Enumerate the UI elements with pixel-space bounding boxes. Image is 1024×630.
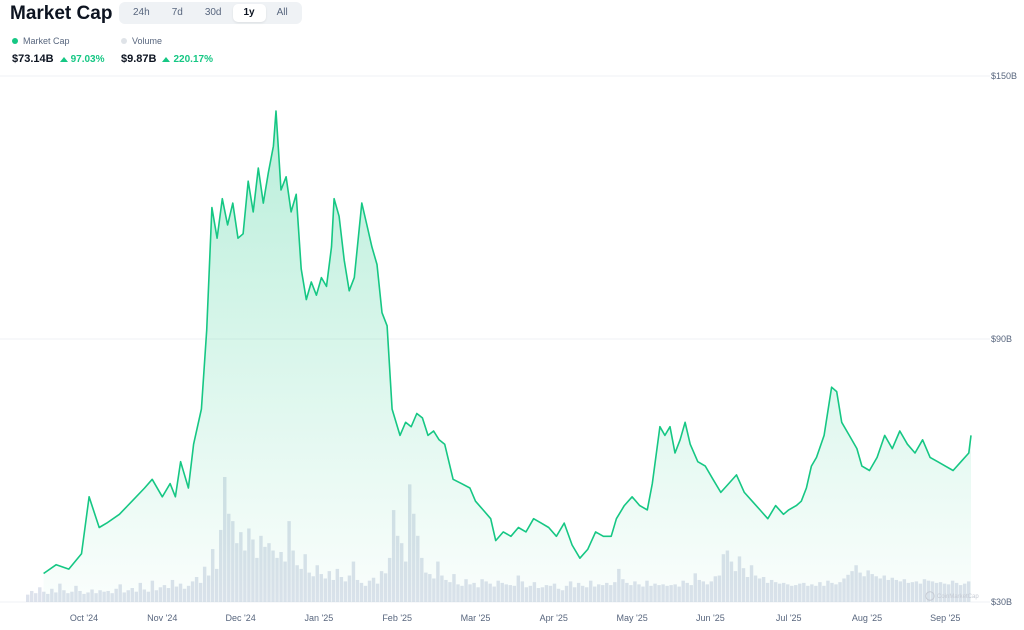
x-tick-label: Jan '25 <box>305 613 334 623</box>
y-tick-label: $150B <box>991 71 1017 81</box>
market-cap-line <box>43 110 972 575</box>
x-tick-label: Mar '25 <box>461 613 491 623</box>
legend-market-cap[interactable]: Market Cap $73.14B 97.03% <box>12 36 105 65</box>
x-tick-label: Apr '25 <box>540 613 568 623</box>
coinmarketcap-logo-icon <box>925 591 935 601</box>
market-cap-value: $73.14B <box>12 53 54 65</box>
x-tick-label: Jun '25 <box>696 613 725 623</box>
x-tick-label: Feb '25 <box>382 613 412 623</box>
volume-change: 220.17% <box>162 53 213 65</box>
watermark-text: CoinMarketCap <box>937 594 979 600</box>
volume-value: $9.87B <box>121 53 157 65</box>
x-tick-label: Sep '25 <box>930 613 960 623</box>
y-tick-label: $30B <box>991 597 1012 607</box>
volume-bar <box>38 587 42 602</box>
range-tabs: 24h 7d 30d 1y All <box>119 2 302 24</box>
tab-7d[interactable]: 7d <box>171 7 183 18</box>
x-tick-label: Jul '25 <box>776 613 802 623</box>
volume-bar <box>34 593 38 602</box>
tab-30d[interactable]: 30d <box>204 7 222 18</box>
y-tick-label: $90B <box>991 334 1012 344</box>
legend-market-cap-label: Market Cap <box>23 36 70 46</box>
x-tick-label: May '25 <box>616 613 647 623</box>
volume-dot-icon <box>121 38 127 44</box>
watermark: CoinMarketCap <box>925 591 979 601</box>
up-arrow-icon <box>59 56 68 62</box>
tab-all[interactable]: All <box>276 7 288 18</box>
tab-1y[interactable]: 1y <box>232 4 266 22</box>
market-cap-change: 97.03% <box>59 53 105 65</box>
volume-change-value: 220.17% <box>173 53 213 65</box>
market-cap-area <box>43 111 972 602</box>
x-tick-label: Oct '24 <box>70 613 98 623</box>
tab-24h[interactable]: 24h <box>133 7 150 18</box>
x-tick-label: Nov '24 <box>147 613 177 623</box>
market-cap-dot-icon <box>12 38 18 44</box>
up-arrow-icon <box>162 56 171 62</box>
volume-bar <box>30 590 34 602</box>
y-axis-ticks: $150B $90B $30B <box>991 71 1017 607</box>
x-axis-ticks: Oct '24 Nov '24 Dec '24 Jan '25 Feb '25 Mar '… <box>70 613 961 623</box>
market-cap-change-value: 97.03% <box>70 53 105 65</box>
volume-bar <box>26 594 30 602</box>
x-tick-label: Aug '25 <box>852 613 882 623</box>
page-title: Market Cap <box>10 3 113 24</box>
x-tick-label: Dec '24 <box>225 613 255 623</box>
legend-volume[interactable]: Volume $9.87B 220.17% <box>121 36 213 65</box>
legend-volume-label: Volume <box>132 36 163 46</box>
